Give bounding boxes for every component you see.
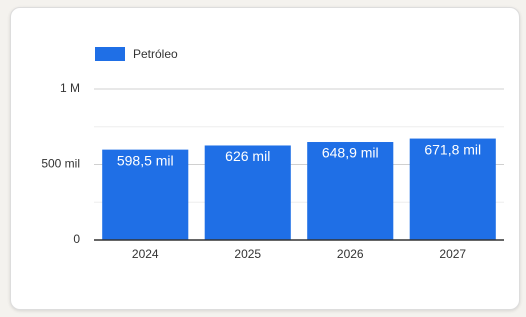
legend-label: Petróleo: [133, 47, 178, 61]
value-label: 626 mil: [225, 148, 270, 164]
y-tick-label: 0: [73, 232, 80, 246]
y-tick-label: 1 M: [60, 81, 80, 95]
page: {"chart_data": {"type": "bar", "series":…: [0, 0, 526, 317]
y-tick-label: 500 mil: [41, 157, 80, 171]
value-label: 648,9 mil: [322, 145, 379, 161]
x-tick-label: 2026: [337, 247, 364, 261]
x-tick-label: 2025: [234, 247, 261, 261]
x-tick-label: 2024: [132, 247, 159, 261]
legend-swatch: [95, 47, 125, 61]
value-label: 598,5 mil: [117, 152, 174, 168]
x-tick-label: 2027: [439, 247, 466, 261]
chart: 0 500 mil 1 M Petróleo 2024 598,5 mil 2025 626 …: [0, 0, 526, 317]
value-label: 671,8 mil: [424, 141, 481, 157]
